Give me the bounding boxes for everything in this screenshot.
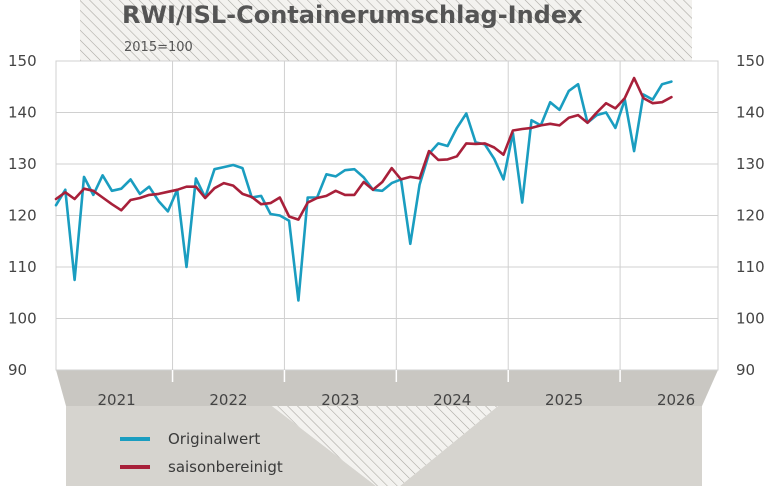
y-tick-label: 90 [8,361,27,379]
y-tick-label: 120 [8,207,37,225]
y-axis-right: 90 100 110 120 130 140 150 [736,52,765,379]
year-label: 2023 [321,391,359,409]
y-tick-label: 150 [736,52,765,70]
y-tick-label: 120 [736,207,765,225]
series-line-originalwert [54,80,673,302]
chart-title: RWI/ISL-Containerumschlag-Index [122,1,583,29]
year-label: 2026 [657,391,695,409]
y-tick-label: 140 [8,104,37,122]
bottom-funnel [272,406,498,486]
y-tick-label: 110 [736,258,765,276]
y-tick-label: 140 [736,104,765,122]
y-axis-left: 90 100 110 120 130 140 150 [8,52,37,379]
y-tick-label: 130 [736,155,765,173]
y-tick-label: 100 [736,310,765,328]
legend-label-saisonbereinigt: saisonbereinigt [168,458,283,476]
year-label: 2025 [545,391,583,409]
y-tick-label: 150 [8,52,37,70]
series-line-saisonbereinigt [54,76,673,221]
year-axis-band [56,370,718,406]
year-label: 2021 [98,391,136,409]
legend-label-originalwert: Originalwert [168,430,260,448]
y-tick-label: 130 [8,155,37,173]
y-tick-label: 110 [8,258,37,276]
year-label: 2024 [433,391,471,409]
y-tick-label: 100 [8,310,37,328]
legend: Originalwert saisonbereinigt [120,430,283,476]
bottom-panel-right [400,406,702,486]
x-axis-years: 2021 2022 2023 2024 2025 2026 [98,391,696,409]
year-label: 2022 [209,391,247,409]
title-box [80,0,692,62]
y-tick-label: 90 [736,361,755,379]
chart-subtitle: 2015=100 [124,40,193,55]
series-lines [54,76,673,302]
